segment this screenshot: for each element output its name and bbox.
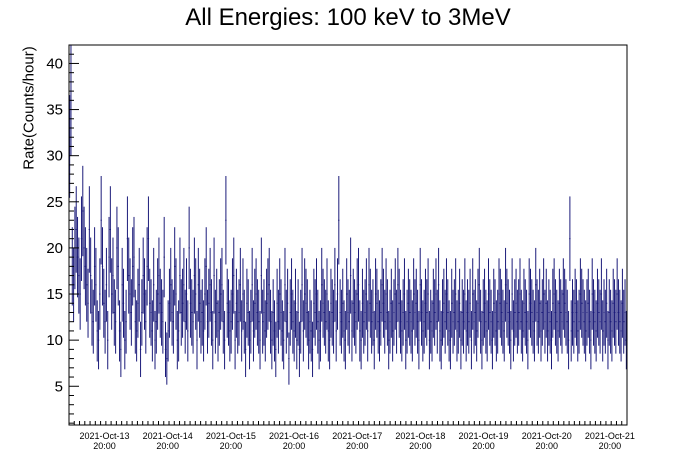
x-tick-time-label: 20:00 bbox=[599, 441, 622, 451]
x-tick-date-label: 2021-Oct-14 bbox=[143, 431, 193, 441]
data-points bbox=[69, 45, 627, 385]
y-tick-label: 10 bbox=[46, 332, 63, 349]
y-tick-label: 15 bbox=[46, 286, 63, 303]
y-tick-label: 35 bbox=[46, 102, 63, 119]
y-axis: 5 10 15 20 25 30 35 40 bbox=[46, 53, 79, 424]
x-tick-time-label: 20:00 bbox=[220, 441, 243, 451]
x-tick-date-label: 2021-Oct-21 bbox=[585, 431, 635, 441]
x-tick-date-label: 2021-Oct-15 bbox=[206, 431, 256, 441]
x-tick-date-label: 2021-Oct-19 bbox=[459, 431, 509, 441]
y-tick-label: 25 bbox=[46, 194, 63, 211]
y-tick-label: 40 bbox=[46, 55, 63, 72]
x-tick-date-label: 2021-Oct-16 bbox=[269, 431, 319, 441]
x-tick-time-label: 20:00 bbox=[535, 441, 558, 451]
plot-frame bbox=[68, 44, 628, 426]
x-tick-date-label: 2021-Oct-20 bbox=[522, 431, 572, 441]
y-tick-label: 5 bbox=[55, 378, 63, 395]
x-axis: 2021-Oct-1320:002021-Oct-1420:002021-Oct… bbox=[68, 421, 635, 451]
x-tick-time-label: 20:00 bbox=[346, 441, 369, 451]
x-tick-time-label: 20:00 bbox=[472, 441, 495, 451]
x-tick-time-label: 20:00 bbox=[283, 441, 306, 451]
x-tick-time-label: 20:00 bbox=[93, 441, 116, 451]
x-tick-date-label: 2021-Oct-17 bbox=[332, 431, 382, 441]
x-tick-date-label: 2021-Oct-13 bbox=[80, 431, 130, 441]
x-tick-date-label: 2021-Oct-18 bbox=[395, 431, 445, 441]
x-tick-time-label: 20:00 bbox=[156, 441, 179, 451]
y-tick-label: 30 bbox=[46, 148, 63, 165]
x-tick-time-label: 20:00 bbox=[409, 441, 432, 451]
chart-title: All Energies: 100 keV to 3MeV bbox=[185, 4, 511, 31]
y-tick-label: 20 bbox=[46, 240, 63, 257]
